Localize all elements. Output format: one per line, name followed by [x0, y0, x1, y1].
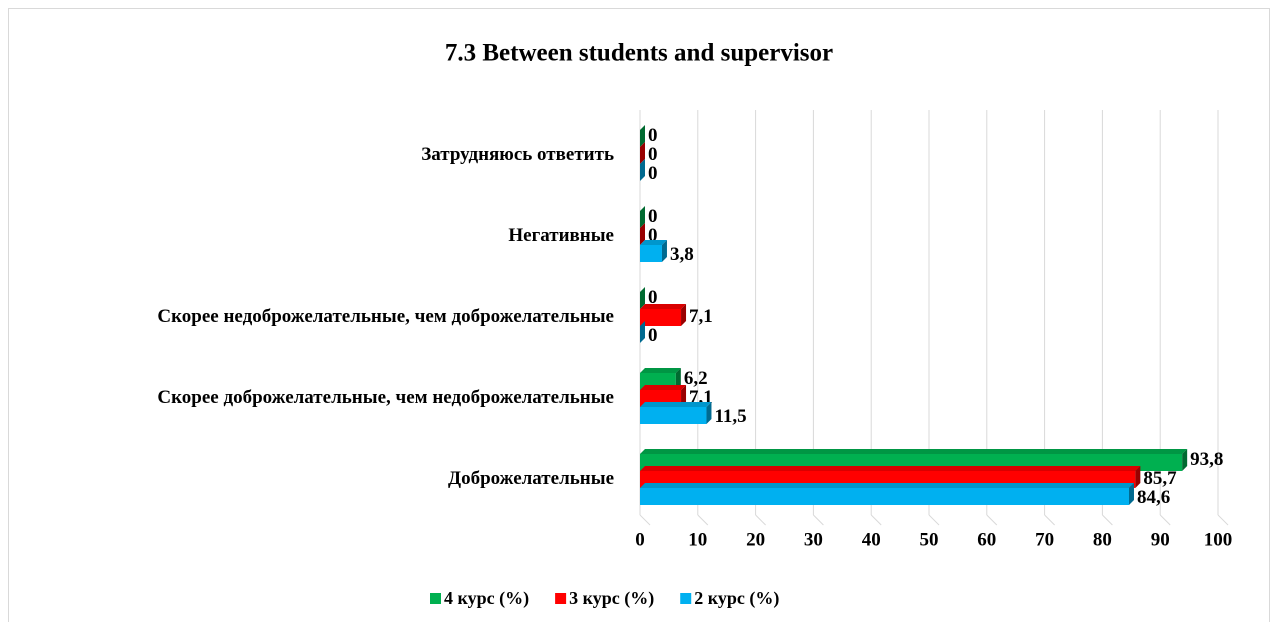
x-tick-label: 90: [1151, 529, 1170, 550]
category-label: Негативные: [508, 225, 614, 246]
x-tick-label: 60: [977, 529, 996, 550]
x-tick-label: 40: [862, 529, 881, 550]
bar-top: [640, 368, 681, 373]
data-label: 0: [648, 163, 658, 184]
legend-swatch: [680, 593, 692, 604]
bar-top: [640, 385, 687, 390]
data-label: 6,2: [684, 368, 708, 389]
bar-side: [640, 125, 645, 147]
bar: [640, 245, 662, 262]
data-label: 7,1: [689, 306, 713, 327]
x-tick-label: 80: [1093, 529, 1112, 550]
data-label: 93,8: [1190, 449, 1223, 470]
legend-label: 3 курс (%): [569, 588, 654, 609]
x-tick-label: 50: [920, 529, 939, 550]
x-tick-label: 100: [1204, 529, 1233, 550]
legend-swatch: [555, 593, 567, 604]
category-label: Доброжелательные: [448, 468, 614, 489]
bar-side: [640, 142, 645, 164]
bar-side: [681, 385, 687, 407]
bar-side: [1128, 483, 1134, 505]
bar-side: [640, 223, 645, 245]
grid-line-depth: [755, 514, 766, 526]
bar-side: [706, 402, 712, 424]
legend-label: 2 курс (%): [694, 588, 779, 609]
data-label: 0: [648, 144, 658, 165]
chart-title: 7.3 Between students and supervisor: [445, 40, 833, 67]
bar-top: [640, 240, 667, 245]
grid-line-depth: [813, 514, 824, 526]
grid-line-depth: [639, 514, 651, 526]
data-label: 0: [648, 325, 658, 346]
grid-line-depth: [1102, 514, 1113, 526]
grid-line-depth: [928, 514, 940, 526]
grid-line-depth: [870, 514, 882, 526]
grid-line-depth: [697, 514, 709, 526]
x-tick-label: 30: [804, 529, 823, 550]
bar-side: [640, 206, 645, 228]
grid-line-depth: [1217, 514, 1229, 526]
grid-line-depth: [986, 514, 998, 526]
bar-side: [1135, 466, 1141, 488]
data-label: 11,5: [714, 406, 746, 427]
x-tick-label: 0: [635, 529, 645, 550]
data-label: 3,8: [670, 244, 694, 265]
bar: [640, 407, 707, 424]
data-label: 0: [648, 225, 658, 246]
bar-top: [640, 402, 712, 407]
category-label: Скорее доброжелательные, чем недоброжела…: [157, 387, 614, 408]
bar-side: [675, 368, 681, 390]
data-label: 84,6: [1137, 487, 1170, 508]
bar-side: [640, 287, 645, 309]
bar-side: [681, 304, 687, 326]
bar: [640, 309, 682, 326]
grid-line-depth: [1159, 514, 1171, 526]
legend-swatch: [430, 593, 441, 604]
legend-label: 4 курс (%): [444, 588, 529, 609]
x-tick-label: 70: [1035, 529, 1054, 550]
bar-side: [1182, 449, 1188, 471]
data-label: 0: [648, 206, 658, 227]
category-label: Скорее недоброжелательные, чем доброжела…: [157, 306, 614, 327]
grid-line-depth: [1044, 514, 1055, 526]
bar-top: [640, 483, 1134, 488]
bar: [640, 488, 1129, 505]
bar-side: [661, 240, 667, 262]
bar-side: [640, 159, 645, 181]
chart-frame: [8, 8, 1270, 622]
bar-top: [640, 466, 1141, 471]
x-tick-label: 20: [746, 529, 765, 550]
category-label: Затрудняюсь ответить: [421, 144, 614, 165]
bar-top: [640, 449, 1188, 454]
data-label: 85,7: [1143, 468, 1177, 489]
bar-side: [640, 321, 645, 343]
x-tick-label: 10: [688, 529, 707, 550]
data-label: 0: [648, 287, 658, 308]
bar-top: [640, 304, 687, 309]
data-label: 0: [648, 125, 658, 146]
